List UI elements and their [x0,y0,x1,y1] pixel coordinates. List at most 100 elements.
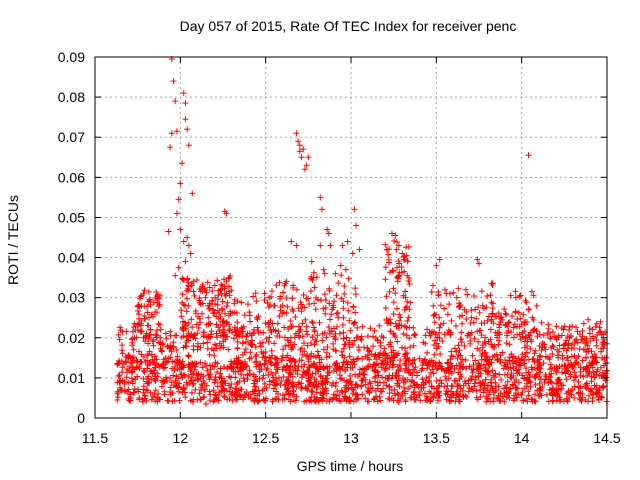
data-point [326,316,333,323]
data-point [458,339,465,346]
data-point [312,381,319,388]
data-point [301,304,308,311]
data-point [433,377,440,384]
data-point [136,348,143,355]
data-point [195,325,202,332]
data-point [140,367,147,374]
data-point [304,331,311,338]
data-point [579,327,586,334]
data-point [404,272,411,279]
data-point [453,389,460,396]
data-point [405,314,412,321]
data-point [599,384,606,391]
data-point [196,390,203,397]
data-point [168,344,175,351]
data-point [487,292,494,299]
data-point [345,275,352,282]
data-point [385,251,392,258]
data-point [324,372,331,379]
data-point [395,258,402,265]
data-point [345,307,352,314]
data-point [202,286,209,293]
data-point [138,292,145,299]
data-point [236,365,243,372]
data-point [217,365,224,372]
data-point [577,368,584,375]
data-point [371,395,378,402]
data-point [204,279,211,286]
data-point [160,360,167,367]
data-point [192,376,199,383]
data-point [390,299,397,306]
data-point [312,336,319,343]
data-point [343,358,350,365]
data-point [483,398,490,405]
y-tick-label: 0.02 [58,330,85,346]
data-point [326,353,333,360]
data-point [487,336,494,343]
data-point [553,397,560,404]
data-point [554,346,561,353]
data-point [206,305,213,312]
data-point [553,369,560,376]
data-point [224,365,231,372]
data-point [502,310,509,317]
data-point [432,311,439,318]
data-point [503,393,510,400]
data-point [510,334,517,341]
data-point [385,317,392,324]
data-point [163,359,170,366]
data-point [177,226,184,233]
data-point [117,327,124,334]
data-point [545,321,552,328]
data-point [489,282,496,289]
data-point [320,305,327,312]
data-point [340,314,347,321]
data-point [269,372,276,379]
data-point [597,364,604,371]
data-point [326,369,333,376]
data-point [339,352,346,359]
data-point [137,359,144,366]
data-point [119,364,126,371]
data-point [555,385,562,392]
data-point [302,316,309,323]
data-point [396,317,403,324]
data-point [170,372,177,379]
data-point [400,330,407,337]
data-point [237,393,244,400]
data-point [263,366,270,373]
data-point [511,395,518,402]
data-point [468,314,475,321]
data-point [134,307,141,314]
data-point [399,392,406,399]
data-point [573,355,580,362]
data-point [247,370,254,377]
data-point [154,370,161,377]
data-point [276,374,283,381]
data-point [254,316,261,323]
data-point [245,393,252,400]
data-point [151,361,158,368]
data-point [340,329,347,336]
data-point [485,359,492,366]
data-point [436,314,443,321]
data-point [267,359,274,366]
data-point [532,398,539,405]
data-point [184,234,191,241]
data-point [228,287,235,294]
data-point [490,395,497,402]
data-point [429,282,436,289]
data-point [333,292,340,299]
data-point [350,358,357,365]
data-point [338,387,345,394]
data-point [314,348,321,355]
data-point [391,354,398,361]
data-point [513,394,520,401]
data-point [262,397,269,404]
data-point [594,389,601,396]
data-point [130,324,137,331]
data-point [564,354,571,361]
data-point [495,337,502,344]
data-point [377,397,384,404]
